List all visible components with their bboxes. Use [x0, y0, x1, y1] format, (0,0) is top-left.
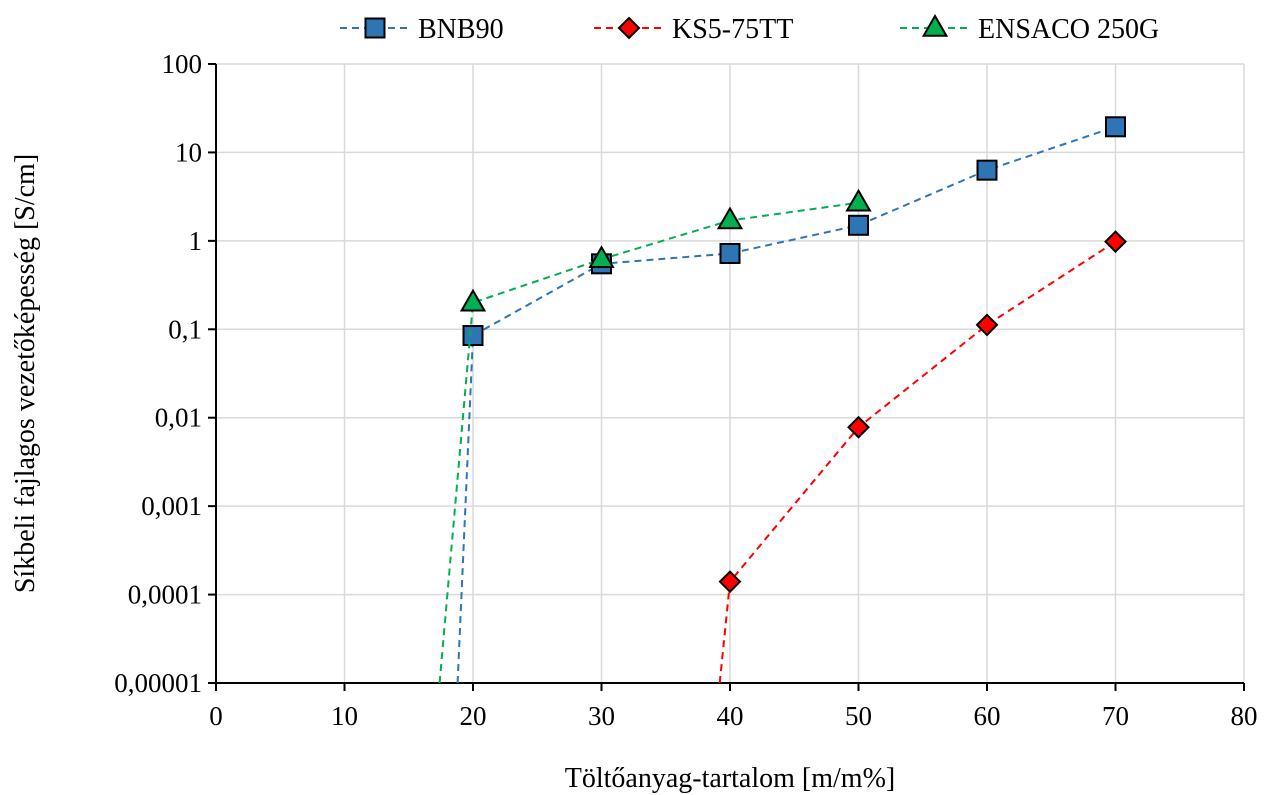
y-tick-label: 0,001	[141, 491, 202, 521]
y-tick-label: 0,0001	[128, 580, 202, 610]
y-tick-label: 100	[162, 49, 203, 79]
legend-marker	[921, 13, 949, 37]
series-line	[718, 240, 1117, 684]
y-axis-title: Síkbeli fajlagos vezetőképesség [S/cm]	[10, 154, 41, 593]
data-point	[975, 313, 999, 337]
x-tick-label: 70	[1102, 701, 1129, 731]
legend-label: KS5-75TT	[672, 14, 793, 45]
data-point	[462, 325, 484, 347]
data-point	[1105, 116, 1126, 138]
x-tick-label: 10	[331, 701, 358, 731]
data-point	[718, 570, 742, 594]
legend: BNB90 KS5-75TT ENSACO 250G	[340, 13, 1159, 45]
x-tick-label: 20	[460, 701, 487, 731]
data-point	[1104, 230, 1127, 254]
y-tick-label: 0,1	[168, 314, 202, 344]
x-tick-label: 60	[974, 701, 1001, 731]
legend-marker	[364, 17, 386, 39]
data-point	[976, 159, 998, 181]
data-point	[459, 288, 487, 312]
x-tick-label: 80	[1231, 701, 1258, 731]
axes	[208, 63, 1245, 691]
x-tick-label: 30	[588, 701, 615, 731]
tick-labels: 0 10 20 30 40 50 60 70 80 0,00001 0,0001 0,001 0,01 0…	[114, 49, 1257, 731]
data-series	[438, 116, 1127, 684]
x-tick-label: 40	[717, 701, 744, 731]
data-point	[848, 214, 869, 236]
data-point	[716, 206, 744, 230]
data-point	[845, 188, 872, 212]
series-line	[456, 125, 1116, 684]
x-axis-title: Töltőanyag-tartalom [m/m%]	[565, 763, 895, 794]
x-tick-label: 50	[845, 701, 872, 731]
series-line	[438, 201, 859, 684]
legend-item-ensaco-250g: ENSACO 250G	[900, 13, 1159, 45]
legend-label: ENSACO 250G	[978, 14, 1159, 45]
y-tick-label: 0,00001	[114, 668, 202, 698]
series-bnb90	[456, 116, 1126, 684]
x-tick-label: 0	[209, 701, 223, 731]
series-ks5-75tt	[718, 230, 1127, 684]
data-point	[719, 242, 741, 264]
y-tick-label: 0,01	[155, 403, 202, 433]
legend-item-bnb90: BNB90	[340, 14, 504, 45]
legend-marker	[617, 16, 641, 40]
data-point	[588, 245, 615, 269]
data-point	[847, 415, 870, 439]
series-ensaco-250g	[438, 188, 872, 684]
legend-item-ks5-75tt: KS5-75TT	[594, 14, 793, 45]
legend-label: BNB90	[418, 14, 504, 45]
y-tick-label: 1	[189, 226, 203, 256]
y-tick-label: 10	[175, 137, 202, 167]
